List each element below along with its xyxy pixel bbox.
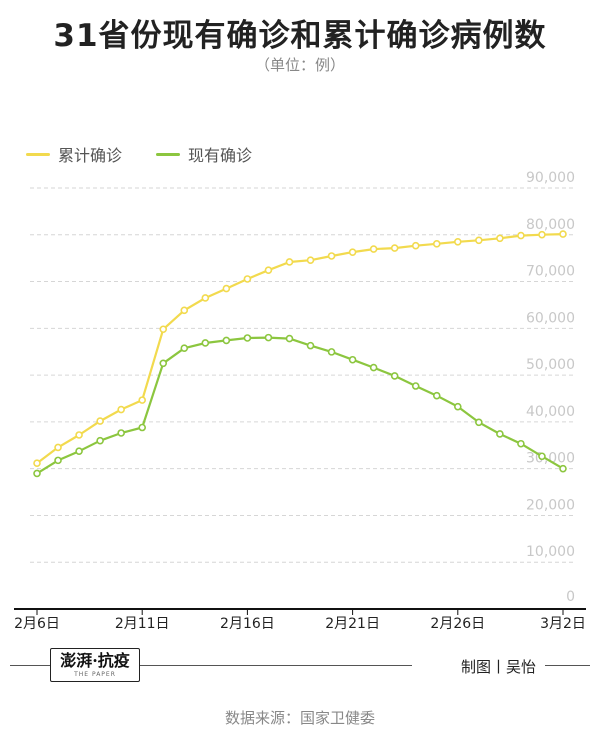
data-point-cumulative xyxy=(117,405,125,414)
footer: 澎湃·抗疫 THE PAPER 制图丨吴怡 xyxy=(0,648,600,684)
data-point-cumulative xyxy=(96,417,104,425)
data-point-cumulative xyxy=(180,306,189,315)
data-point-cumulative xyxy=(390,244,399,252)
data-point-current xyxy=(453,402,462,411)
footer-rule-right xyxy=(545,665,590,666)
data-point-current xyxy=(285,334,294,343)
data-point-current xyxy=(96,436,104,445)
data-point-cumulative xyxy=(411,241,420,250)
data-point-cumulative xyxy=(496,234,504,243)
series-line-cumulative xyxy=(36,233,564,465)
x-tick-label: 2月6日 xyxy=(14,616,60,632)
data-point-cumulative xyxy=(327,252,336,260)
y-tick-label: 50,000 xyxy=(526,357,575,373)
data-point-current xyxy=(306,341,315,350)
data-point-cumulative xyxy=(264,266,273,274)
data-point-current xyxy=(538,452,546,461)
data-point-current xyxy=(559,464,567,473)
data-point-current xyxy=(517,439,525,448)
data-point-current xyxy=(264,333,273,342)
y-tick-label: 80,000 xyxy=(526,217,575,233)
legend: 累计确诊 现有确诊 xyxy=(26,142,252,166)
legend-swatch-current xyxy=(156,152,181,156)
data-point-cumulative xyxy=(243,275,252,283)
data-point-cumulative xyxy=(306,256,315,264)
logo-text: 澎湃·抗疫 xyxy=(60,651,130,670)
publisher-logo: 澎湃·抗疫 THE PAPER xyxy=(50,648,140,682)
data-point-cumulative xyxy=(538,230,546,239)
data-point-cumulative xyxy=(138,396,146,404)
legend-label-current: 现有确诊 xyxy=(188,146,253,165)
data-point-cumulative xyxy=(559,230,567,238)
data-point-current xyxy=(201,339,210,347)
data-point-cumulative xyxy=(201,294,210,302)
x-tick-label: 2月11日 xyxy=(115,616,170,632)
legend-item-current: 现有确诊 xyxy=(156,142,252,166)
data-point-current xyxy=(390,372,399,380)
data-point-cumulative xyxy=(348,248,357,256)
data-point-current xyxy=(117,429,125,437)
data-point-cumulative xyxy=(475,236,483,245)
data-point-current xyxy=(243,334,252,342)
data-point-cumulative xyxy=(222,284,231,293)
data-point-current xyxy=(369,363,378,372)
data-point-current xyxy=(180,344,189,353)
x-tick-label: 3月2日 xyxy=(540,616,586,632)
footer-rule-left xyxy=(10,665,50,666)
x-tick-label: 2月16日 xyxy=(220,616,275,632)
data-point-current xyxy=(33,469,41,478)
chart-title: 31省份现有确诊和累计确诊病例数 xyxy=(53,18,547,54)
y-tick-label: 20,000 xyxy=(526,497,575,513)
data-point-current xyxy=(432,391,441,400)
legend-item-cumulative: 累计确诊 xyxy=(26,142,122,166)
data-point-cumulative xyxy=(159,325,168,334)
data-point-current xyxy=(159,359,168,368)
y-tick-label: 10,000 xyxy=(526,544,575,560)
data-point-current xyxy=(496,430,504,438)
data-point-current xyxy=(411,382,420,390)
data-point-current xyxy=(54,456,62,465)
y-tick-label: 40,000 xyxy=(526,404,575,420)
data-point-cumulative xyxy=(285,258,294,266)
y-tick-label: 60,000 xyxy=(526,310,575,326)
data-point-cumulative xyxy=(453,238,462,246)
y-tick-label: 30,000 xyxy=(526,451,575,467)
data-source: 数据来源：国家卫健委 xyxy=(224,709,375,727)
legend-label-cumulative: 累计确诊 xyxy=(58,146,123,165)
data-point-cumulative xyxy=(54,443,62,452)
chart-subtitle: （单位：例） xyxy=(254,56,345,74)
chart-credit: 制图丨吴怡 xyxy=(460,658,536,676)
data-point-cumulative xyxy=(432,240,441,248)
data-point-current xyxy=(348,355,357,364)
data-point-current xyxy=(138,423,146,432)
data-point-current xyxy=(222,336,231,345)
legend-swatch-cumulative xyxy=(26,152,50,156)
data-point-cumulative xyxy=(75,431,83,439)
data-point-cumulative xyxy=(33,459,41,468)
y-tick-label: 0 xyxy=(566,589,575,605)
data-point-current xyxy=(475,418,483,427)
footer-rule-middle xyxy=(140,665,412,666)
data-point-current xyxy=(327,348,336,356)
x-tick-label: 2月26日 xyxy=(430,616,485,632)
data-point-cumulative xyxy=(369,245,378,253)
series-line-current xyxy=(36,336,564,475)
line-chart: 0 10,000 20,000 30,000 40,000 50,000 60,000 70,… xyxy=(14,170,586,632)
logo-subtext: THE PAPER xyxy=(74,671,116,678)
data-point-current xyxy=(75,447,83,455)
x-tick-label: 2月21日 xyxy=(325,616,380,632)
data-point-cumulative xyxy=(517,231,525,240)
y-tick-label: 70,000 xyxy=(526,264,575,280)
y-tick-label: 90,000 xyxy=(526,170,575,186)
